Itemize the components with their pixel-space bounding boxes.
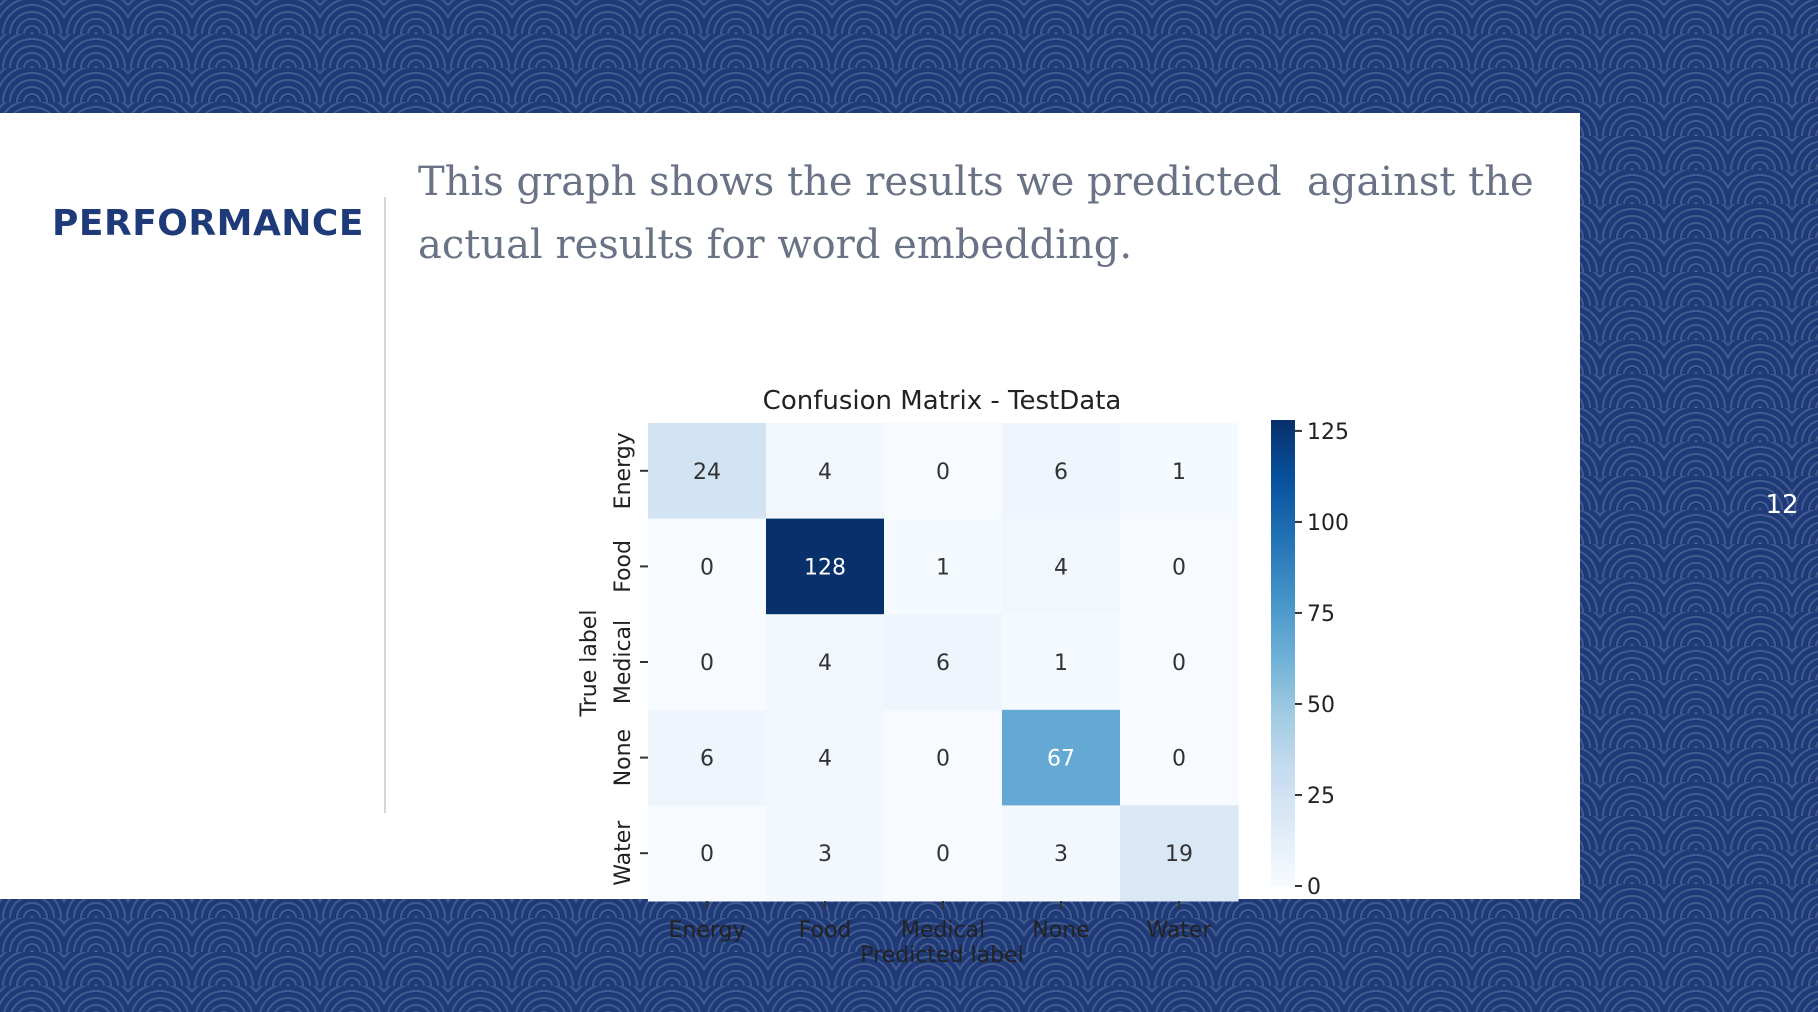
y-tick-label: None xyxy=(611,729,636,786)
y-tick-label: Medical xyxy=(611,620,636,704)
heatmap-cell xyxy=(1120,423,1239,520)
heatmap-cell xyxy=(648,709,767,806)
heatmap-cell xyxy=(1002,423,1121,520)
heatmap-cell xyxy=(766,614,885,711)
x-tick-label: Water xyxy=(1146,918,1212,943)
cell-value-label: 4 xyxy=(818,747,832,772)
slide-card: PERFORMANCE This graph shows the results… xyxy=(0,113,1580,968)
cell-value-label: 1 xyxy=(1054,651,1068,676)
x-tick-label: None xyxy=(1032,918,1089,943)
heatmap-cell xyxy=(1002,709,1121,806)
heatmap-cell xyxy=(884,518,1003,615)
cell-value-label: 6 xyxy=(936,651,950,676)
cell-value-label: 0 xyxy=(936,747,950,772)
colorbar-tick-label: 75 xyxy=(1307,602,1335,627)
heatmap-cell xyxy=(1002,614,1121,711)
confusion-matrix-chart: Confusion Matrix - TestData 24 4 0 6 1 0 128 1 4… xyxy=(577,386,1349,968)
cell-value-label: 3 xyxy=(1054,842,1068,867)
colorbar-tick-label: 0 xyxy=(1307,875,1321,900)
x-axis-ticks: Energy Food Medical None Water xyxy=(668,901,1212,943)
heatmap-cell xyxy=(648,518,767,615)
y-tick-label: Food xyxy=(611,540,636,593)
cell-value-label: 4 xyxy=(818,651,832,676)
colorbar-tick-label: 50 xyxy=(1307,693,1335,718)
x-tick-label: Medical xyxy=(901,918,985,943)
chart-title: Confusion Matrix - TestData xyxy=(763,386,1122,416)
cell-value-label: 0 xyxy=(936,460,950,485)
cell-value-label: 3 xyxy=(818,842,832,867)
cell-value-label: 1 xyxy=(936,555,950,580)
y-axis-ticks: Energy Food Medical None Water xyxy=(611,432,648,886)
heatmap-cell xyxy=(766,518,885,615)
heatmap-cell xyxy=(1120,518,1239,615)
heatmap-cell xyxy=(884,709,1003,806)
cell-value-label: 0 xyxy=(700,555,714,580)
colorbar-ticks: 0 25 50 75 100 125 xyxy=(1295,420,1349,900)
heatmap-cell xyxy=(648,805,767,902)
heatmap-cell xyxy=(1120,805,1239,902)
section-title: PERFORMANCE xyxy=(52,203,364,244)
heatmap-cells: 24 4 0 6 1 0 128 1 4 0 0 4 6 1 0 6 4 0 67 0 0 3 0 3 19 xyxy=(648,423,1239,902)
cell-value-label: 19 xyxy=(1165,842,1193,867)
heatmap-cell xyxy=(1120,709,1239,806)
slide-description: This graph shows the results we predicte… xyxy=(418,159,1547,268)
heatmap-cell xyxy=(884,805,1003,902)
cell-value-label: 6 xyxy=(1054,460,1068,485)
heatmap-cell xyxy=(766,423,885,520)
heatmap-cell xyxy=(766,805,885,902)
colorbar-tick-label: 25 xyxy=(1307,784,1335,809)
heatmap-cell xyxy=(884,423,1003,520)
y-axis-label: True label xyxy=(577,610,602,718)
cell-value-label: 0 xyxy=(936,842,950,867)
colorbar-tick-label: 100 xyxy=(1307,511,1349,536)
heatmap-cell xyxy=(1120,614,1239,711)
vertical-divider xyxy=(384,197,386,813)
x-tick-label: Food xyxy=(799,918,852,943)
cell-value-label: 0 xyxy=(700,842,714,867)
heatmap-cell xyxy=(1002,518,1121,615)
cell-value-label: 24 xyxy=(693,460,721,485)
x-tick-label: Energy xyxy=(668,918,745,943)
heatmap-cell xyxy=(1002,805,1121,902)
cell-value-label: 0 xyxy=(1172,747,1186,772)
cell-value-label: 0 xyxy=(1172,555,1186,580)
colorbar xyxy=(1271,420,1295,886)
heatmap-cell xyxy=(884,614,1003,711)
cell-value-label: 1 xyxy=(1172,460,1186,485)
cell-value-label: 0 xyxy=(1172,651,1186,676)
heatmap-cell xyxy=(648,423,767,520)
y-tick-label: Water xyxy=(611,820,636,886)
cell-value-label: 128 xyxy=(804,555,846,580)
x-axis-label: Predicted label xyxy=(860,943,1023,968)
cell-value-label: 0 xyxy=(700,651,714,676)
cell-value-label: 6 xyxy=(700,747,714,772)
y-tick-label: Energy xyxy=(611,432,636,509)
cell-value-label: 4 xyxy=(818,460,832,485)
cell-value-label: 4 xyxy=(1054,555,1068,580)
colorbar-tick-label: 125 xyxy=(1307,420,1349,445)
heatmap-cell xyxy=(648,614,767,711)
cell-value-label: 67 xyxy=(1047,747,1075,772)
heatmap-cell xyxy=(766,709,885,806)
page-number: 12 xyxy=(1765,490,1799,520)
